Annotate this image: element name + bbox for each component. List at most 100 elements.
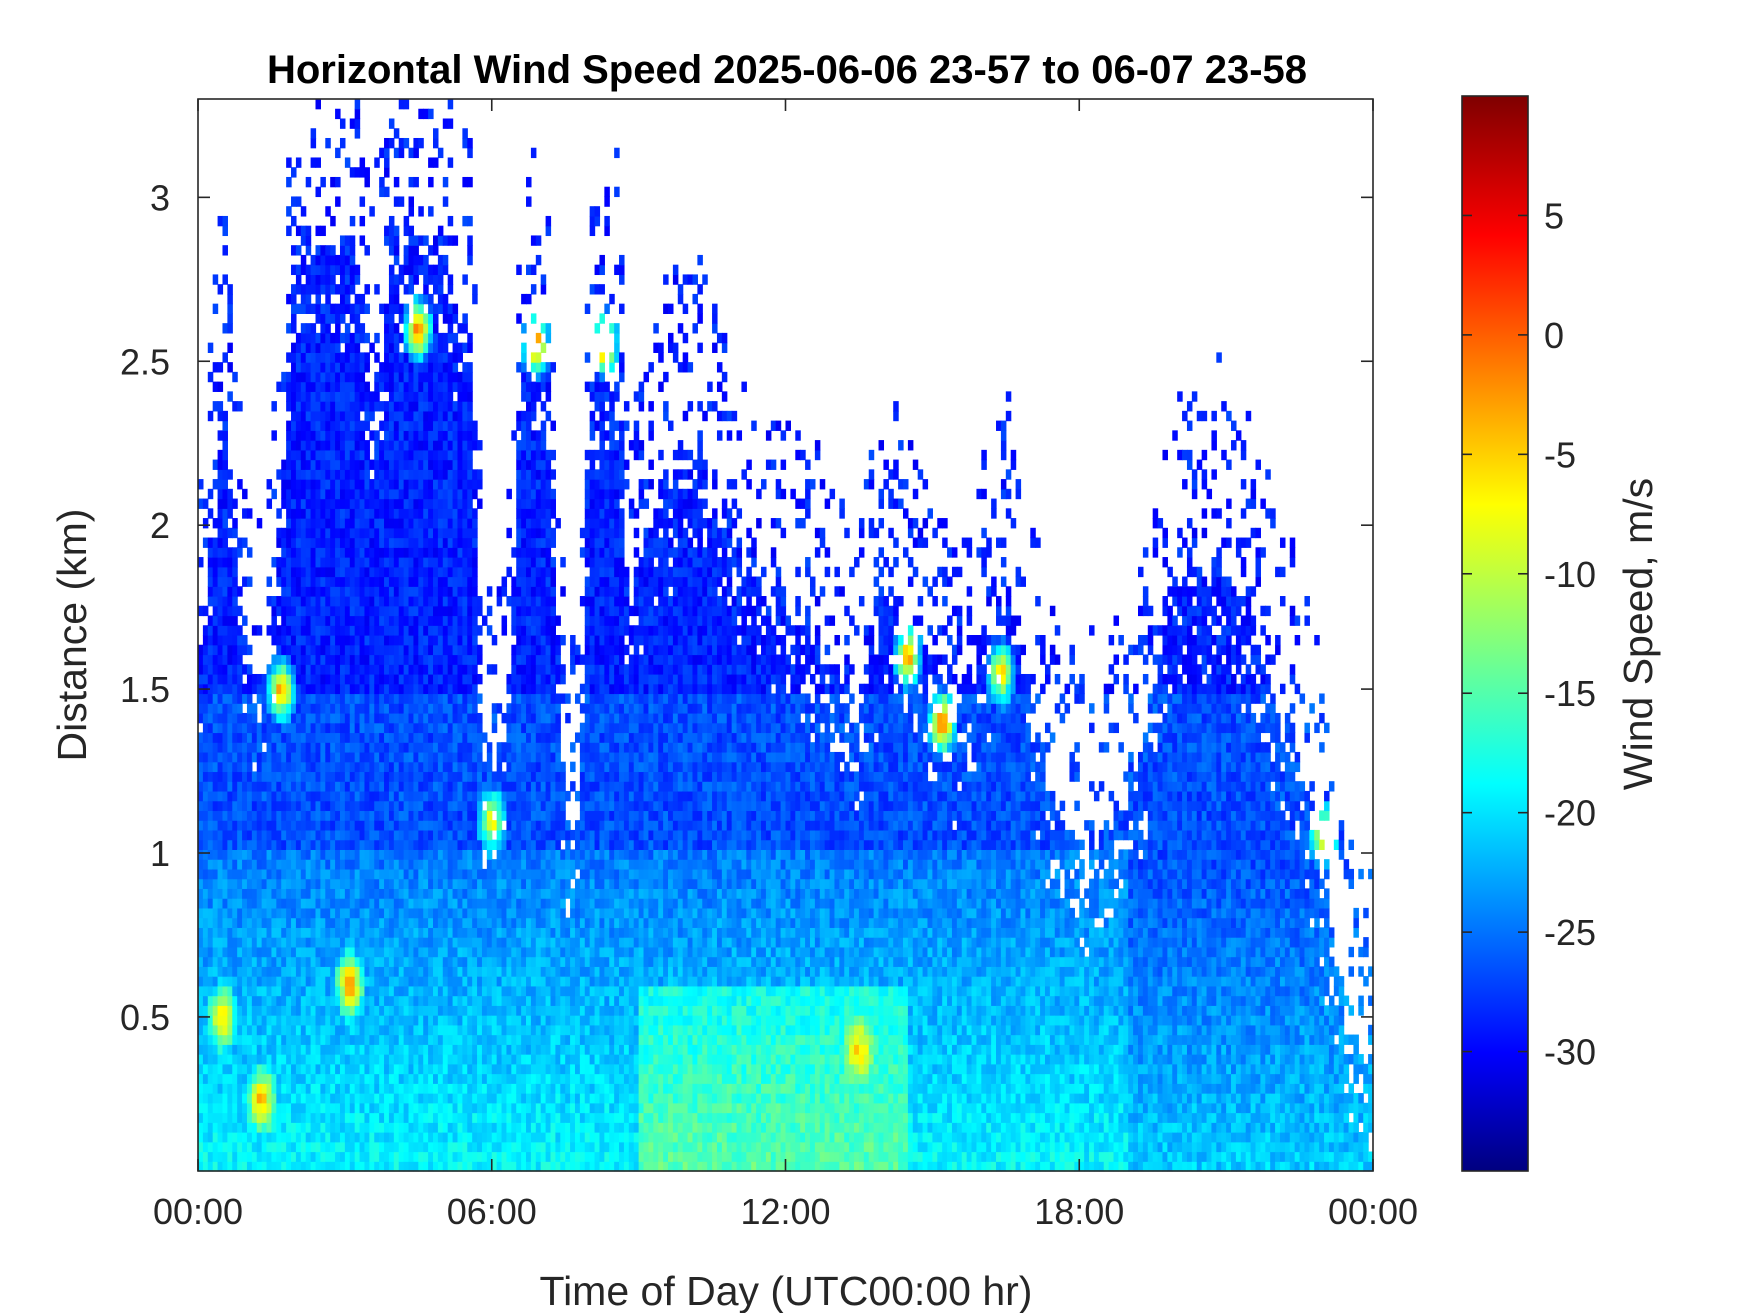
heatmap-cell (295, 518, 302, 529)
heatmap-cell (242, 576, 248, 587)
heatmap-cell (325, 401, 331, 412)
heatmap-cell (491, 1151, 498, 1162)
heatmap-cell (291, 1015, 297, 1026)
heatmap-cell (237, 790, 243, 802)
heatmap-cell (418, 898, 424, 909)
heatmap-cell (246, 722, 253, 734)
heatmap-cell (433, 635, 439, 646)
heatmap-cell (379, 1063, 385, 1075)
heatmap-cell (369, 1005, 375, 1016)
heatmap-cell (413, 381, 419, 392)
heatmap-cell (384, 839, 390, 850)
heatmap-cell (379, 859, 385, 870)
heatmap-cell (398, 898, 405, 909)
heatmap-cell (491, 712, 498, 724)
heatmap-cell (320, 557, 326, 568)
heatmap-cell (359, 839, 366, 850)
heatmap-cell (198, 751, 204, 763)
heatmap-cell (398, 878, 405, 889)
heatmap-cell (246, 839, 253, 850)
heatmap-cell (472, 673, 478, 685)
heatmap-cell (437, 1093, 444, 1104)
heatmap-cell (452, 362, 459, 373)
heatmap-cell (393, 586, 400, 597)
heatmap-cell (320, 449, 326, 461)
heatmap-cell (398, 625, 405, 636)
heatmap-cell (418, 927, 424, 938)
heatmap-cell (354, 693, 361, 704)
heatmap-cell (237, 976, 243, 987)
heatmap-cell (222, 751, 228, 763)
heatmap-cell (325, 1151, 331, 1162)
heatmap-cell (384, 1044, 390, 1055)
heatmap-cell (379, 985, 385, 997)
heatmap-cell (433, 420, 439, 431)
heatmap-cell (217, 508, 224, 519)
heatmap-cell (217, 1054, 224, 1065)
heatmap-cell (423, 371, 429, 383)
heatmap-cell (481, 976, 488, 987)
heatmap-cell (423, 1063, 429, 1075)
heatmap-cell (408, 878, 415, 889)
heatmap-cell (388, 1132, 395, 1143)
heatmap-cell (232, 518, 238, 529)
heatmap-cell (261, 849, 268, 860)
heatmap-cell (462, 781, 468, 792)
heatmap-cell (491, 1112, 498, 1123)
heatmap-cell (477, 605, 483, 617)
heatmap-cell (246, 576, 253, 587)
heatmap-cell (467, 615, 473, 626)
heatmap-cell (237, 605, 243, 617)
heatmap-cell (384, 635, 390, 646)
heatmap-cell (335, 800, 341, 812)
heatmap-cell (442, 488, 449, 500)
heatmap-cell (286, 664, 292, 675)
heatmap-cell (384, 644, 390, 656)
heatmap-cell (237, 742, 243, 753)
heatmap-cell (491, 1005, 498, 1016)
heatmap-cell (320, 956, 326, 967)
heatmap-cell (457, 508, 463, 519)
heatmap-cell (398, 703, 405, 714)
heatmap-cell (413, 732, 419, 743)
heatmap-cell (315, 654, 321, 665)
heatmap-cell (300, 976, 307, 987)
heatmap-cell (222, 732, 228, 743)
heatmap-cell (212, 635, 219, 646)
heatmap-cell (477, 771, 483, 782)
heatmap-cell (442, 664, 449, 675)
heatmap-cell (374, 557, 380, 568)
heatmap-cell (413, 635, 419, 646)
heatmap-cell (418, 635, 424, 646)
heatmap-cell (198, 868, 204, 880)
heatmap-cell (379, 898, 385, 909)
heatmap-cell (330, 1132, 336, 1143)
heatmap-cell (423, 313, 429, 324)
heatmap-cell (315, 401, 321, 412)
heatmap-cell (423, 839, 429, 850)
heatmap-cell (242, 829, 248, 841)
heatmap-cell (433, 1122, 439, 1133)
heatmap-cell (251, 1044, 258, 1055)
heatmap-cell (437, 635, 444, 646)
heatmap-cell (335, 508, 341, 519)
heatmap-cell (369, 625, 375, 636)
heatmap-cell (344, 157, 351, 168)
heatmap-cell (266, 693, 273, 704)
heatmap-cell (423, 956, 429, 967)
heatmap-cell (315, 596, 321, 607)
heatmap-cell (325, 381, 331, 392)
heatmap-cell (212, 790, 219, 802)
heatmap-cell (291, 1093, 297, 1104)
heatmap-cell (442, 293, 449, 305)
heatmap-cell (437, 800, 444, 812)
heatmap-cell (369, 596, 375, 607)
heatmap-cell (251, 976, 258, 987)
heatmap-cell (217, 1102, 224, 1114)
heatmap-cell (413, 722, 419, 734)
heatmap-cell (408, 1093, 415, 1104)
heatmap-cell (295, 596, 302, 607)
heatmap-cell (242, 985, 248, 997)
heatmap-cell (330, 1083, 336, 1094)
heatmap-cell (246, 888, 253, 899)
